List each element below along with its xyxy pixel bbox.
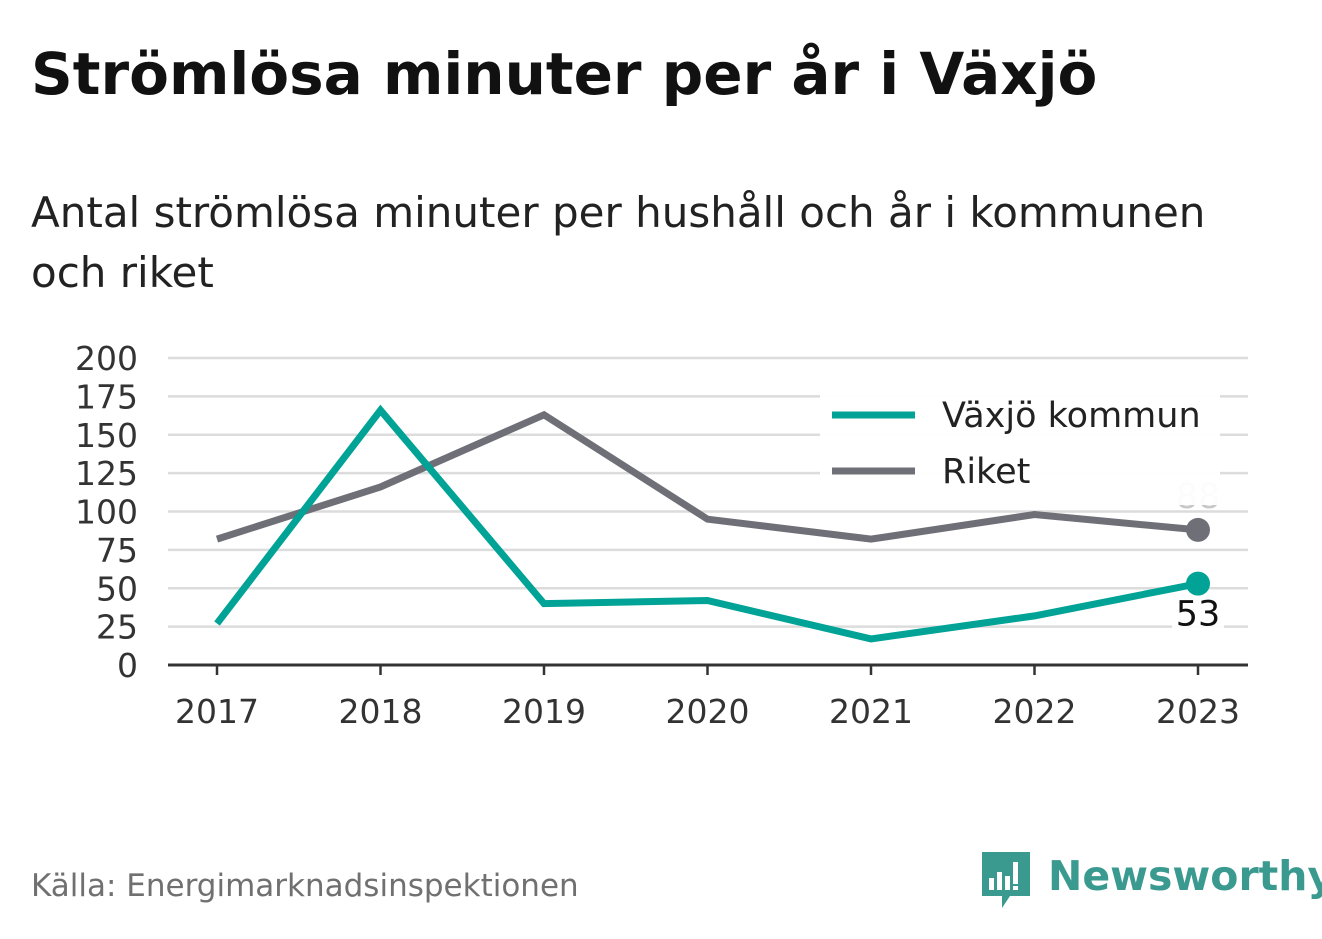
legend-box (820, 385, 1220, 505)
chart-title: Strömlösa minuter per år i Växjö (31, 40, 1098, 108)
y-tick-label: 100 (75, 493, 138, 532)
y-tick-label: 50 (96, 569, 138, 608)
end-point-vaxjo (1186, 571, 1210, 596)
end-label-vaxjo: 53 (1176, 595, 1221, 635)
x-tick-label: 2019 (502, 692, 586, 731)
x-tick-label: 2020 (666, 692, 750, 731)
source-note: Källa: Energimarknadsinspektionen (31, 868, 579, 904)
y-tick-label: 25 (96, 608, 138, 647)
end-label-bg (1172, 595, 1224, 632)
chart-subtitle: Antal strömlösa minuter per hushåll och … (31, 188, 1206, 297)
y-tick-label: 200 (75, 339, 138, 378)
y-tick-label: 0 (117, 646, 138, 685)
y-tick-label: 125 (75, 454, 138, 493)
x-tick-label: 2021 (829, 692, 913, 731)
x-tick-label: 2023 (1156, 692, 1240, 731)
x-tick-label: 2017 (175, 692, 259, 731)
end-point-riket (1186, 517, 1210, 542)
chart-bubble-icon (982, 852, 1030, 908)
legend-label: Riket (942, 452, 1030, 492)
x-tick-label: 2018 (339, 692, 423, 731)
legend-label: Växjö kommun (942, 396, 1201, 436)
y-tick-label: 75 (96, 531, 138, 570)
y-tick-label: 175 (75, 377, 138, 416)
brand-name: Newsworthy (1048, 852, 1322, 900)
x-tick-label: 2022 (993, 692, 1077, 731)
y-tick-label: 150 (75, 416, 138, 455)
